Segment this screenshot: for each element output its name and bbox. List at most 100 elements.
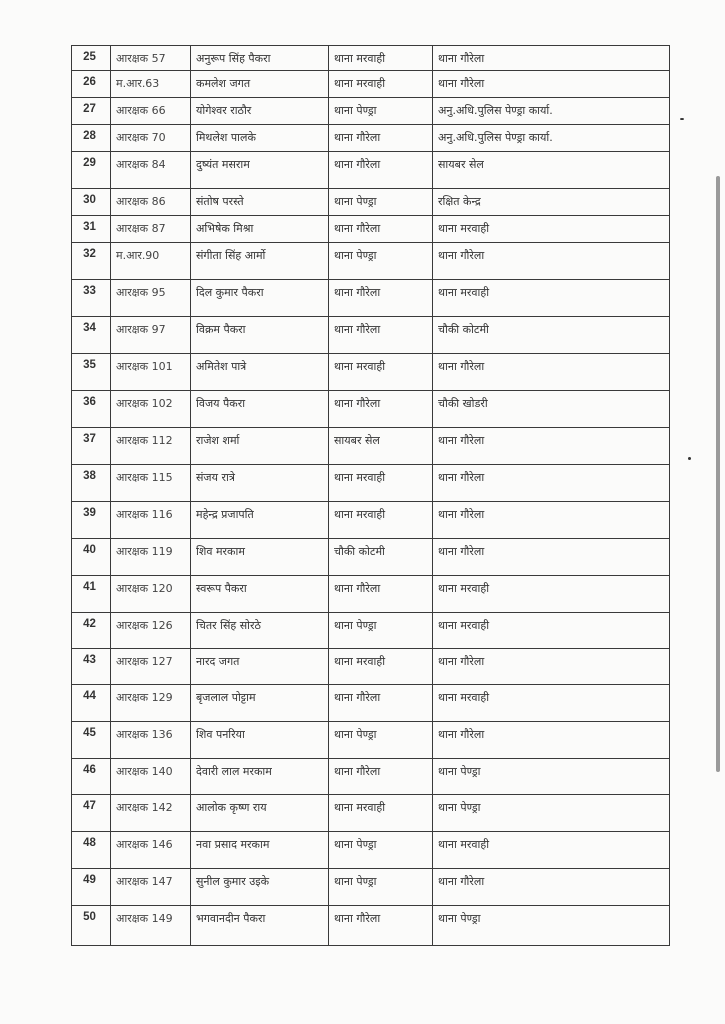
serial-number-cell: 33 — [71, 279, 111, 317]
serial-number-cell: 29 — [71, 151, 111, 189]
table-row: 31 आरक्षक 87 अभिषेक मिश्रा थाना गौरेला थाना … — [71, 215, 670, 243]
new-posting-cell: थाना गौरेला — [432, 45, 670, 71]
rank-number-cell: आरक्षक 101 — [110, 353, 191, 391]
employee-name-cell: संतोष परस्ते — [190, 188, 329, 216]
rank-number-cell: आरक्षक 102 — [110, 390, 191, 428]
serial-number-cell: 28 — [71, 124, 111, 152]
table-row: 32 म.आर.90 संगीता सिंह आर्मो थाना पेण्ड्रा थ… — [71, 242, 670, 280]
new-posting-cell: थाना गौरेला — [432, 501, 670, 539]
employee-name-cell: अनुरूप सिंह पैकरा — [190, 45, 329, 71]
table-row: 44 आरक्षक 129 बृजलाल पोट्टाम थाना गौरेला थान… — [71, 684, 670, 722]
current-posting-cell: थाना पेण्ड्रा — [328, 242, 433, 280]
table-row: 45 आरक्षक 136 शिव पनरिया थाना पेण्ड्रा थाना … — [71, 721, 670, 759]
serial-number-cell: 27 — [71, 97, 111, 125]
rank-number-cell: म.आर.63 — [110, 70, 191, 98]
table-row: 46 आरक्षक 140 देवारी लाल मरकाम थाना गौरेला थ… — [71, 758, 670, 795]
new-posting-cell: थाना मरवाही — [432, 831, 670, 869]
rank-number-cell: आरक्षक 116 — [110, 501, 191, 539]
table-row: 42 आरक्षक 126 चितर सिंह सोरठे थाना पेण्ड्रा… — [71, 612, 670, 649]
rank-number-cell: आरक्षक 70 — [110, 124, 191, 152]
employee-name-cell: शिव मरकाम — [190, 538, 329, 576]
rank-number-cell: आरक्षक 147 — [110, 868, 191, 906]
new-posting-cell: थाना गौरेला — [432, 538, 670, 576]
new-posting-cell: अनु.अधि.पुलिस पेण्ड्रा कार्या. — [432, 97, 670, 125]
employee-name-cell: अमितेश पात्रे — [190, 353, 329, 391]
table-row: 34 आरक्षक 97 विक्रम पैकरा थाना गौरेला चौकी क… — [71, 316, 670, 354]
current-posting-cell: थाना मरवाही — [328, 70, 433, 98]
employee-name-cell: नारद जगत — [190, 648, 329, 685]
current-posting-cell: थाना पेण्ड्रा — [328, 188, 433, 216]
current-posting-cell: थाना गौरेला — [328, 279, 433, 317]
table-row: 37 आरक्षक 112 राजेश शर्मा सायबर सेल थाना गौर… — [71, 427, 670, 465]
serial-number-cell: 50 — [71, 905, 111, 946]
table-row: 30 आरक्षक 86 संतोष परस्ते थाना पेण्ड्रा रक्ष… — [71, 188, 670, 216]
rank-number-cell: आरक्षक 95 — [110, 279, 191, 317]
serial-number-cell: 32 — [71, 242, 111, 280]
rank-number-cell: आरक्षक 127 — [110, 648, 191, 685]
serial-number-cell: 39 — [71, 501, 111, 539]
employee-name-cell: आलोक कृष्ण राय — [190, 794, 329, 832]
new-posting-cell: थाना गौरेला — [432, 648, 670, 685]
employee-name-cell: महेन्द्र प्रजापति — [190, 501, 329, 539]
current-posting-cell: थाना पेण्ड्रा — [328, 97, 433, 125]
table-row: 49 आरक्षक 147 सुनील कुमार उइके थाना पेण्ड्र… — [71, 868, 670, 906]
employee-name-cell: दिल कुमार पैकरा — [190, 279, 329, 317]
employee-name-cell: चितर सिंह सोरठे — [190, 612, 329, 649]
rank-number-cell: आरक्षक 149 — [110, 905, 191, 946]
employee-name-cell: सुनील कुमार उइके — [190, 868, 329, 906]
employee-name-cell: विक्रम पैकरा — [190, 316, 329, 354]
new-posting-cell: थाना गौरेला — [432, 721, 670, 759]
new-posting-cell: सायबर सेल — [432, 151, 670, 189]
table-row: 39 आरक्षक 116 महेन्द्र प्रजापति थाना मरवाही… — [71, 501, 670, 539]
rank-number-cell: आरक्षक 119 — [110, 538, 191, 576]
current-posting-cell: थाना गौरेला — [328, 390, 433, 428]
rank-number-cell: आरक्षक 97 — [110, 316, 191, 354]
serial-number-cell: 26 — [71, 70, 111, 98]
serial-number-cell: 30 — [71, 188, 111, 216]
serial-number-cell: 25 — [71, 45, 111, 71]
table-row: 50 आरक्षक 149 भगवानदीन पैकरा थाना गौरेला थान… — [71, 905, 670, 946]
employee-name-cell: देवारी लाल मरकाम — [190, 758, 329, 795]
rank-number-cell: आरक्षक 86 — [110, 188, 191, 216]
rank-number-cell: आरक्षक 115 — [110, 464, 191, 502]
scan-speck — [680, 118, 684, 120]
new-posting-cell: थाना गौरेला — [432, 353, 670, 391]
current-posting-cell: थाना मरवाही — [328, 464, 433, 502]
serial-number-cell: 37 — [71, 427, 111, 465]
employee-name-cell: मिथलेश पालके — [190, 124, 329, 152]
rank-number-cell: आरक्षक 140 — [110, 758, 191, 795]
current-posting-cell: थाना पेण्ड्रा — [328, 831, 433, 869]
new-posting-cell: थाना मरवाही — [432, 684, 670, 722]
current-posting-cell: चौकी कोटमी — [328, 538, 433, 576]
rank-number-cell: आरक्षक 146 — [110, 831, 191, 869]
new-posting-cell: थाना पेण्ड्रा — [432, 794, 670, 832]
table-row: 33 आरक्षक 95 दिल कुमार पैकरा थाना गौरेला थान… — [71, 279, 670, 317]
current-posting-cell: थाना गौरेला — [328, 575, 433, 613]
table-row: 47 आरक्षक 142 आलोक कृष्ण राय थाना मरवाही थान… — [71, 794, 670, 832]
employee-name-cell: स्वरूप पैकरा — [190, 575, 329, 613]
current-posting-cell: थाना गौरेला — [328, 215, 433, 243]
table-row: 35 आरक्षक 101 अमितेश पात्रे थाना मरवाही थाना… — [71, 353, 670, 391]
employee-name-cell: अभिषेक मिश्रा — [190, 215, 329, 243]
current-posting-cell: थाना मरवाही — [328, 501, 433, 539]
rank-number-cell: आरक्षक 129 — [110, 684, 191, 722]
new-posting-cell: थाना मरवाही — [432, 612, 670, 649]
rank-number-cell: आरक्षक 66 — [110, 97, 191, 125]
new-posting-cell: अनु.अधि.पुलिस पेण्ड्रा कार्या. — [432, 124, 670, 152]
rank-number-cell: आरक्षक 136 — [110, 721, 191, 759]
serial-number-cell: 31 — [71, 215, 111, 243]
employee-name-cell: नवा प्रसाद मरकाम — [190, 831, 329, 869]
current-posting-cell: थाना गौरेला — [328, 151, 433, 189]
serial-number-cell: 45 — [71, 721, 111, 759]
serial-number-cell: 47 — [71, 794, 111, 832]
employee-name-cell: बृजलाल पोट्टाम — [190, 684, 329, 722]
serial-number-cell: 48 — [71, 831, 111, 869]
new-posting-cell: थाना गौरेला — [432, 427, 670, 465]
vertical-scrollbar[interactable] — [716, 176, 720, 772]
serial-number-cell: 36 — [71, 390, 111, 428]
current-posting-cell: थाना गौरेला — [328, 905, 433, 946]
current-posting-cell: थाना गौरेला — [328, 316, 433, 354]
new-posting-cell: थाना पेण्ड्रा — [432, 905, 670, 946]
transfer-table: 25 आरक्षक 57 अनुरूप सिंह पैकरा थाना मरवाही थ… — [71, 45, 670, 946]
